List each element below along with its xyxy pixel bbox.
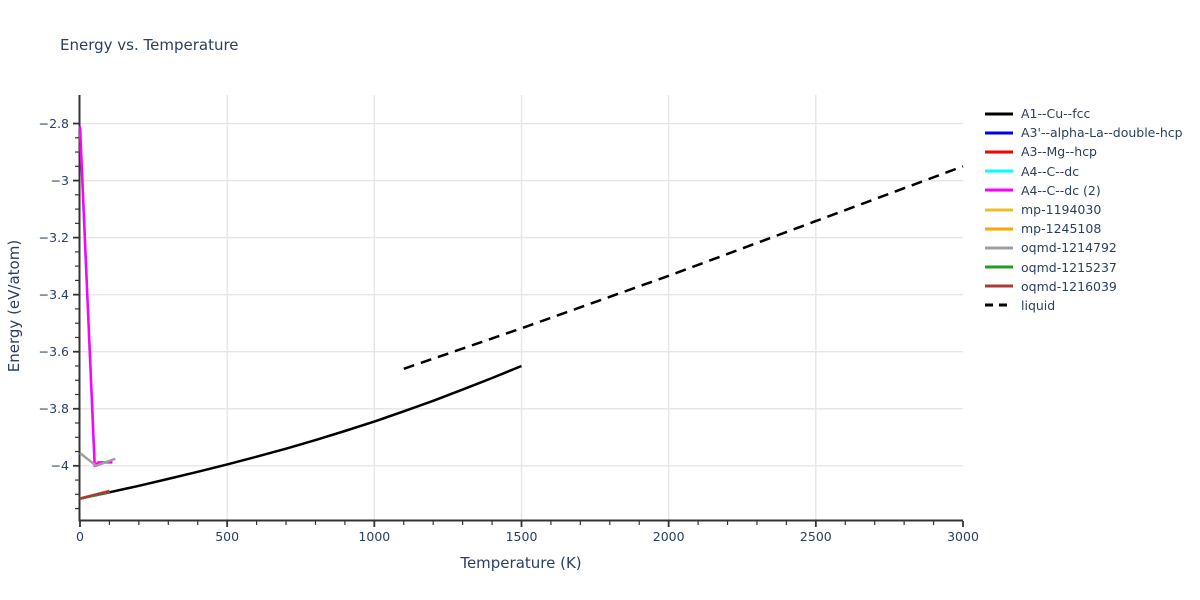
legend-item[interactable]: A4--C--dc (2) [984,181,1183,200]
y-tick-label: −2.8 [39,116,69,131]
legend-item[interactable]: oqmd-1215237 [984,258,1183,277]
y-tick-label: −3.4 [39,287,69,302]
legend-item-label: mp-1245108 [1021,221,1102,237]
legend-swatch-line [985,208,1013,212]
x-tick-label: 1000 [358,529,390,544]
legend-item[interactable]: mp-1245108 [984,219,1183,238]
x-gridlines [226,95,817,520]
legend-item-label: A4--C--dc [1021,163,1080,179]
y-axis-title: Energy (eV/atom) [5,239,23,373]
x-tick-label: 2000 [653,529,685,544]
legend-swatch-line [985,188,1013,192]
x-tick-label: 500 [215,529,239,544]
legend-item-label: A3'--alpha-La--double-hcp [1021,125,1183,141]
legend-item[interactable]: A3'--alpha-La--double-hcp [984,123,1183,142]
legend-item-label: A3--Mg--hcp [1021,144,1097,160]
legend-item[interactable]: A4--C--dc [984,162,1183,181]
legend-item[interactable]: mp-1194030 [984,200,1183,219]
legend-item-label: liquid [1021,297,1056,313]
legend-item[interactable]: A1--Cu--fcc [984,104,1183,123]
legend-swatch-line [985,227,1013,231]
chart-title: Energy vs. Temperature [60,36,239,54]
legend-swatch-line [985,303,1013,307]
series-line [403,165,964,370]
legend-item-label: oqmd-1214792 [1021,240,1117,256]
series-lines [78,126,964,500]
y-tick-label: −4 [51,458,69,473]
legend-item[interactable]: oqmd-1216039 [984,277,1183,296]
legend-swatch-line [985,112,1013,116]
legend-item[interactable]: liquid [984,296,1183,315]
legend-swatch-line [985,131,1013,135]
legend-item-label: oqmd-1215237 [1021,259,1117,275]
x-axis-title: Temperature (K) [460,554,582,572]
legend-item[interactable]: A3--Mg--hcp [984,142,1183,161]
x-tick-label: 2500 [800,529,832,544]
legend: A1--Cu--fcc A3'--alpha-La--double-hcp A3--… [984,104,1183,315]
y-tick-label: −3 [51,173,69,188]
legend-item[interactable]: oqmd-1214792 [984,238,1183,257]
y-tick-label: −3.2 [39,230,69,245]
legend-swatch-line [985,265,1013,269]
legend-item-label: oqmd-1216039 [1021,278,1117,294]
series-line [79,364,522,500]
x-tick-label: 0 [76,529,84,544]
x-tick-label: 1500 [506,529,538,544]
x-tick-label: 3000 [947,529,979,544]
legend-item-label: A4--C--dc (2) [1021,182,1101,198]
series-line [79,452,116,468]
legend-swatch-line [985,150,1013,154]
legend-item-label: A1--Cu--fcc [1021,106,1091,122]
legend-item-label: mp-1194030 [1021,202,1102,218]
y-tick-label: −3.6 [39,344,69,359]
y-tick-label: −3.8 [39,401,69,416]
legend-swatch-line [985,284,1013,288]
series-line [79,489,110,500]
axis-spines [78,95,963,522]
legend-swatch-line [985,246,1013,250]
axis-ticks [73,122,964,527]
legend-swatch-line [985,169,1013,173]
y-tick-labels: −4 −3.8 −3.6 −3.4 −3.2 −3 −2.8 [39,116,69,473]
series-line [78,126,113,468]
x-tick-labels: 0 500 1000 1500 2000 2500 3000 [76,529,979,544]
